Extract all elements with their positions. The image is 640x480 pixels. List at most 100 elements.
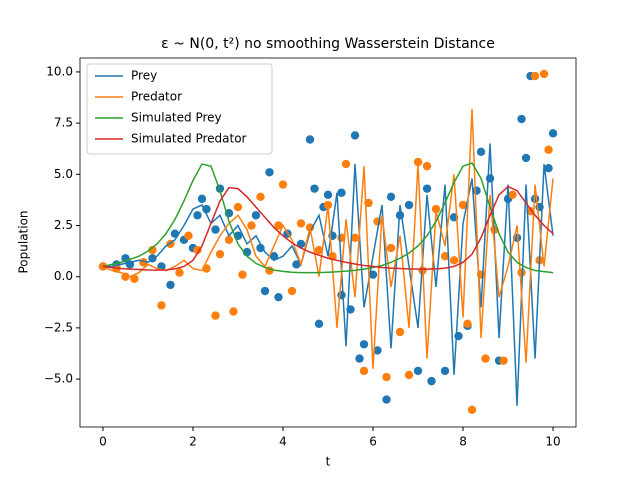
scatter-point bbox=[341, 159, 351, 169]
scatter-point bbox=[481, 354, 490, 363]
scatter-point bbox=[157, 301, 166, 310]
scatter-point bbox=[224, 235, 234, 245]
scatter-point bbox=[382, 395, 391, 404]
scatter-point bbox=[166, 280, 175, 290]
scatter-point bbox=[148, 245, 157, 255]
scatter-point bbox=[274, 292, 283, 302]
y-tick-label: 0.0 bbox=[54, 269, 73, 283]
axes-frame bbox=[79, 57, 577, 428]
chart-title: ε ~ N(0, t²) no smoothing Wasserstein Di… bbox=[161, 36, 495, 52]
y-axis-label: Population bbox=[17, 210, 31, 273]
x-tick-label: 4 bbox=[279, 435, 287, 449]
scatter-point bbox=[521, 153, 531, 163]
scatter-point bbox=[382, 372, 391, 382]
scatter-point bbox=[287, 286, 297, 296]
scatter-point bbox=[337, 188, 346, 197]
scatter-point bbox=[350, 233, 360, 242]
scatter-point bbox=[310, 184, 319, 193]
scatter-point bbox=[193, 211, 202, 220]
scatter-point bbox=[305, 135, 315, 144]
scatter-point bbox=[193, 245, 202, 255]
scatter-point bbox=[368, 270, 378, 279]
scatter-point bbox=[175, 268, 184, 277]
scatter-point bbox=[278, 180, 288, 189]
y-tick-label: 7.5 bbox=[54, 116, 73, 130]
scatter-point bbox=[526, 206, 535, 216]
scatter-point bbox=[530, 71, 540, 81]
y-tick-label: −5.0 bbox=[44, 372, 73, 386]
scatter-point bbox=[274, 221, 283, 230]
line bbox=[102, 162, 554, 274]
scatter-point bbox=[499, 356, 508, 365]
scatter-point bbox=[440, 366, 450, 376]
scatter-point bbox=[548, 129, 558, 138]
scatter-point bbox=[260, 286, 270, 296]
scatter-point bbox=[449, 256, 459, 265]
scatter-point bbox=[373, 217, 382, 226]
scatter-point bbox=[386, 243, 396, 253]
scatter-point bbox=[265, 168, 274, 177]
y-tick-label: 5.0 bbox=[54, 167, 73, 181]
scatter-point bbox=[404, 200, 414, 210]
scatter-point bbox=[130, 274, 139, 283]
scatter-point bbox=[256, 243, 265, 253]
scatter-point bbox=[247, 221, 256, 230]
scatter-point bbox=[296, 219, 306, 228]
x-tick-label: 6 bbox=[369, 435, 377, 449]
scatter-point bbox=[359, 366, 369, 376]
line bbox=[102, 185, 554, 271]
scatter-point bbox=[463, 319, 472, 328]
scatter-point bbox=[517, 268, 526, 277]
scatter-point bbox=[422, 184, 432, 193]
scatter-point bbox=[413, 366, 423, 376]
legend-label: Prey bbox=[131, 69, 157, 83]
scatter-point bbox=[314, 245, 324, 255]
scatter-point bbox=[233, 202, 243, 212]
x-tick-label: 8 bbox=[459, 435, 467, 449]
scatter-point bbox=[485, 174, 495, 183]
scatter-point bbox=[211, 311, 220, 320]
scatter-point bbox=[170, 229, 180, 238]
scatter-point bbox=[386, 192, 396, 202]
x-tick-label: 0 bbox=[99, 435, 107, 449]
line bbox=[102, 108, 554, 369]
scatter-point bbox=[229, 307, 238, 316]
scatter-point bbox=[508, 190, 517, 199]
legend-box bbox=[86, 63, 273, 155]
scatter-point bbox=[458, 200, 468, 210]
scatter-point bbox=[395, 327, 405, 337]
scatter-point bbox=[350, 131, 360, 140]
scatter-point bbox=[539, 69, 549, 79]
scatter-point bbox=[323, 190, 333, 199]
scatter-point bbox=[337, 290, 346, 300]
scatter-point bbox=[467, 405, 477, 414]
scatter-point bbox=[544, 145, 553, 154]
x-axis-label: t bbox=[326, 455, 331, 469]
scatter-point bbox=[211, 225, 220, 234]
scatter-point bbox=[476, 147, 486, 156]
scatter-point bbox=[404, 370, 414, 380]
scatter-point bbox=[355, 354, 364, 363]
legend-label: Predator bbox=[131, 90, 182, 104]
scatter-point bbox=[256, 192, 265, 202]
scatter-point bbox=[431, 204, 441, 214]
x-tick-label: 2 bbox=[189, 435, 197, 449]
legend-label: Simulated Predator bbox=[131, 132, 247, 146]
scatter-point bbox=[121, 272, 130, 281]
scatter-point bbox=[413, 157, 423, 167]
scatter-point bbox=[292, 260, 301, 269]
x-tick-label: 10 bbox=[545, 435, 560, 449]
scatter-point bbox=[359, 340, 369, 349]
scatter-point bbox=[422, 161, 432, 171]
scatter-point bbox=[517, 114, 526, 124]
scatter-point bbox=[314, 319, 324, 328]
legend-label: Simulated Prey bbox=[131, 111, 222, 125]
scatter-point bbox=[197, 194, 207, 204]
scatter-point bbox=[251, 211, 261, 220]
scatter-point bbox=[373, 346, 382, 355]
scatter-point bbox=[215, 249, 225, 259]
y-tick-label: 2.5 bbox=[54, 218, 73, 232]
scatter-point bbox=[440, 252, 450, 261]
